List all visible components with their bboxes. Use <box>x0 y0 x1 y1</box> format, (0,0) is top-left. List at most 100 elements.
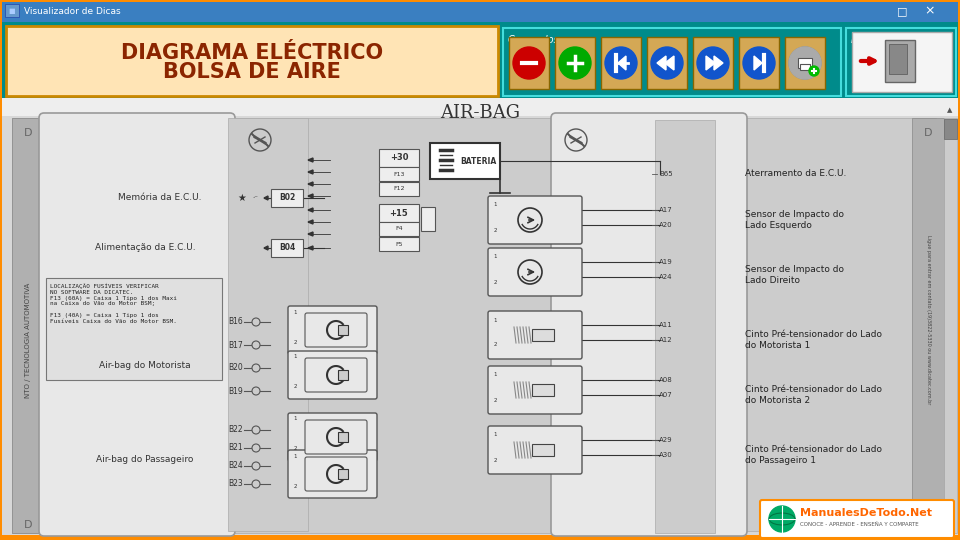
Polygon shape <box>714 56 723 70</box>
FancyBboxPatch shape <box>655 120 715 533</box>
Text: +30: +30 <box>390 153 408 163</box>
FancyBboxPatch shape <box>488 311 582 359</box>
FancyBboxPatch shape <box>785 37 825 89</box>
FancyBboxPatch shape <box>379 222 419 236</box>
Text: A19: A19 <box>659 259 673 265</box>
FancyBboxPatch shape <box>488 248 582 296</box>
FancyBboxPatch shape <box>12 118 44 533</box>
Text: A29: A29 <box>659 437 673 443</box>
Text: ▲: ▲ <box>948 107 952 113</box>
Text: NTO / TECNOLOGIA AUTOMOTIVA: NTO / TECNOLOGIA AUTOMOTIVA <box>25 282 31 397</box>
Text: Aterramento da E.C.U.: Aterramento da E.C.U. <box>745 170 847 179</box>
Text: 2: 2 <box>493 342 496 348</box>
Text: Programa: Programa <box>851 35 899 45</box>
FancyBboxPatch shape <box>421 207 435 231</box>
Text: 1: 1 <box>293 309 297 314</box>
Circle shape <box>252 444 260 452</box>
FancyBboxPatch shape <box>5 4 19 17</box>
Text: F13: F13 <box>394 172 405 177</box>
FancyBboxPatch shape <box>555 37 595 89</box>
Polygon shape <box>308 194 313 198</box>
Text: F5: F5 <box>396 241 403 246</box>
FancyBboxPatch shape <box>271 189 303 207</box>
FancyBboxPatch shape <box>760 500 954 538</box>
Polygon shape <box>264 246 268 250</box>
FancyBboxPatch shape <box>379 149 419 167</box>
Text: A11: A11 <box>659 322 673 328</box>
Text: F12: F12 <box>394 186 405 192</box>
FancyBboxPatch shape <box>800 64 810 70</box>
FancyBboxPatch shape <box>693 37 733 89</box>
FancyBboxPatch shape <box>889 44 907 74</box>
Text: A07: A07 <box>659 392 673 398</box>
Text: B16: B16 <box>228 318 243 327</box>
Text: ■: ■ <box>9 8 15 14</box>
FancyBboxPatch shape <box>44 118 230 530</box>
FancyBboxPatch shape <box>716 118 936 531</box>
Text: F4: F4 <box>396 226 403 232</box>
Text: ManualesDeTodo.Net: ManualesDeTodo.Net <box>800 508 932 518</box>
FancyBboxPatch shape <box>551 113 747 536</box>
Circle shape <box>513 47 545 79</box>
FancyBboxPatch shape <box>6 26 498 96</box>
Text: Comandos: Comandos <box>508 35 560 45</box>
FancyBboxPatch shape <box>338 370 348 380</box>
Text: B24: B24 <box>228 462 243 470</box>
FancyBboxPatch shape <box>305 358 367 392</box>
Text: B65: B65 <box>659 171 673 177</box>
Text: AIR-BAG: AIR-BAG <box>440 104 520 122</box>
FancyBboxPatch shape <box>532 329 554 341</box>
Text: 2: 2 <box>293 447 297 451</box>
Circle shape <box>252 462 260 470</box>
Text: D: D <box>24 520 33 530</box>
Polygon shape <box>706 56 715 70</box>
Text: A08: A08 <box>659 377 673 383</box>
Polygon shape <box>665 56 674 70</box>
Text: Alimentação da E.C.U.: Alimentação da E.C.U. <box>95 244 195 253</box>
FancyBboxPatch shape <box>503 28 841 96</box>
Text: Sensor de Impacto do
Lado Direito: Sensor de Impacto do Lado Direito <box>745 265 844 285</box>
Text: BOLSA DE AIRE: BOLSA DE AIRE <box>163 62 341 82</box>
FancyBboxPatch shape <box>12 118 712 533</box>
Text: A17: A17 <box>659 207 673 213</box>
Circle shape <box>769 506 795 532</box>
FancyBboxPatch shape <box>798 58 812 68</box>
FancyBboxPatch shape <box>379 182 419 196</box>
FancyBboxPatch shape <box>288 306 377 354</box>
FancyBboxPatch shape <box>305 313 367 347</box>
FancyBboxPatch shape <box>885 40 915 82</box>
FancyBboxPatch shape <box>271 239 303 257</box>
Text: CONOCE - APRENDE - ENSEÑA Y COMPARTE: CONOCE - APRENDE - ENSEÑA Y COMPARTE <box>800 522 919 526</box>
Circle shape <box>605 47 637 79</box>
FancyBboxPatch shape <box>430 143 500 179</box>
Polygon shape <box>308 182 313 186</box>
Text: B19: B19 <box>228 387 243 395</box>
Text: Cinto Pré-tensionador do Lado
do Motorista 2: Cinto Pré-tensionador do Lado do Motoris… <box>745 386 882 404</box>
Text: ×: × <box>924 4 935 17</box>
Text: 2: 2 <box>293 340 297 345</box>
Text: Cinto Pré-tensionador do Lado
do Motorista 1: Cinto Pré-tensionador do Lado do Motoris… <box>745 330 882 350</box>
FancyBboxPatch shape <box>2 98 958 535</box>
FancyBboxPatch shape <box>488 366 582 414</box>
Circle shape <box>252 364 260 372</box>
FancyBboxPatch shape <box>338 469 348 479</box>
Text: Memória da E.C.U.: Memória da E.C.U. <box>118 193 202 202</box>
Text: Visualizador de Dicas: Visualizador de Dicas <box>24 6 121 16</box>
Text: Sensor de Impacto do
Lado Esquerdo: Sensor de Impacto do Lado Esquerdo <box>745 210 844 230</box>
Text: ·⁻: ·⁻ <box>252 195 258 201</box>
FancyBboxPatch shape <box>739 37 779 89</box>
Text: 2: 2 <box>293 384 297 389</box>
Text: □: □ <box>897 6 907 16</box>
Circle shape <box>252 341 260 349</box>
FancyBboxPatch shape <box>305 457 367 491</box>
Text: 2: 2 <box>493 227 496 233</box>
Polygon shape <box>754 56 762 70</box>
FancyBboxPatch shape <box>488 426 582 474</box>
Text: A12: A12 <box>659 337 673 343</box>
Text: 1: 1 <box>293 354 297 360</box>
Text: B02: B02 <box>278 193 295 202</box>
FancyBboxPatch shape <box>601 37 641 89</box>
FancyBboxPatch shape <box>852 32 952 92</box>
FancyBboxPatch shape <box>944 119 957 139</box>
FancyBboxPatch shape <box>39 113 235 536</box>
